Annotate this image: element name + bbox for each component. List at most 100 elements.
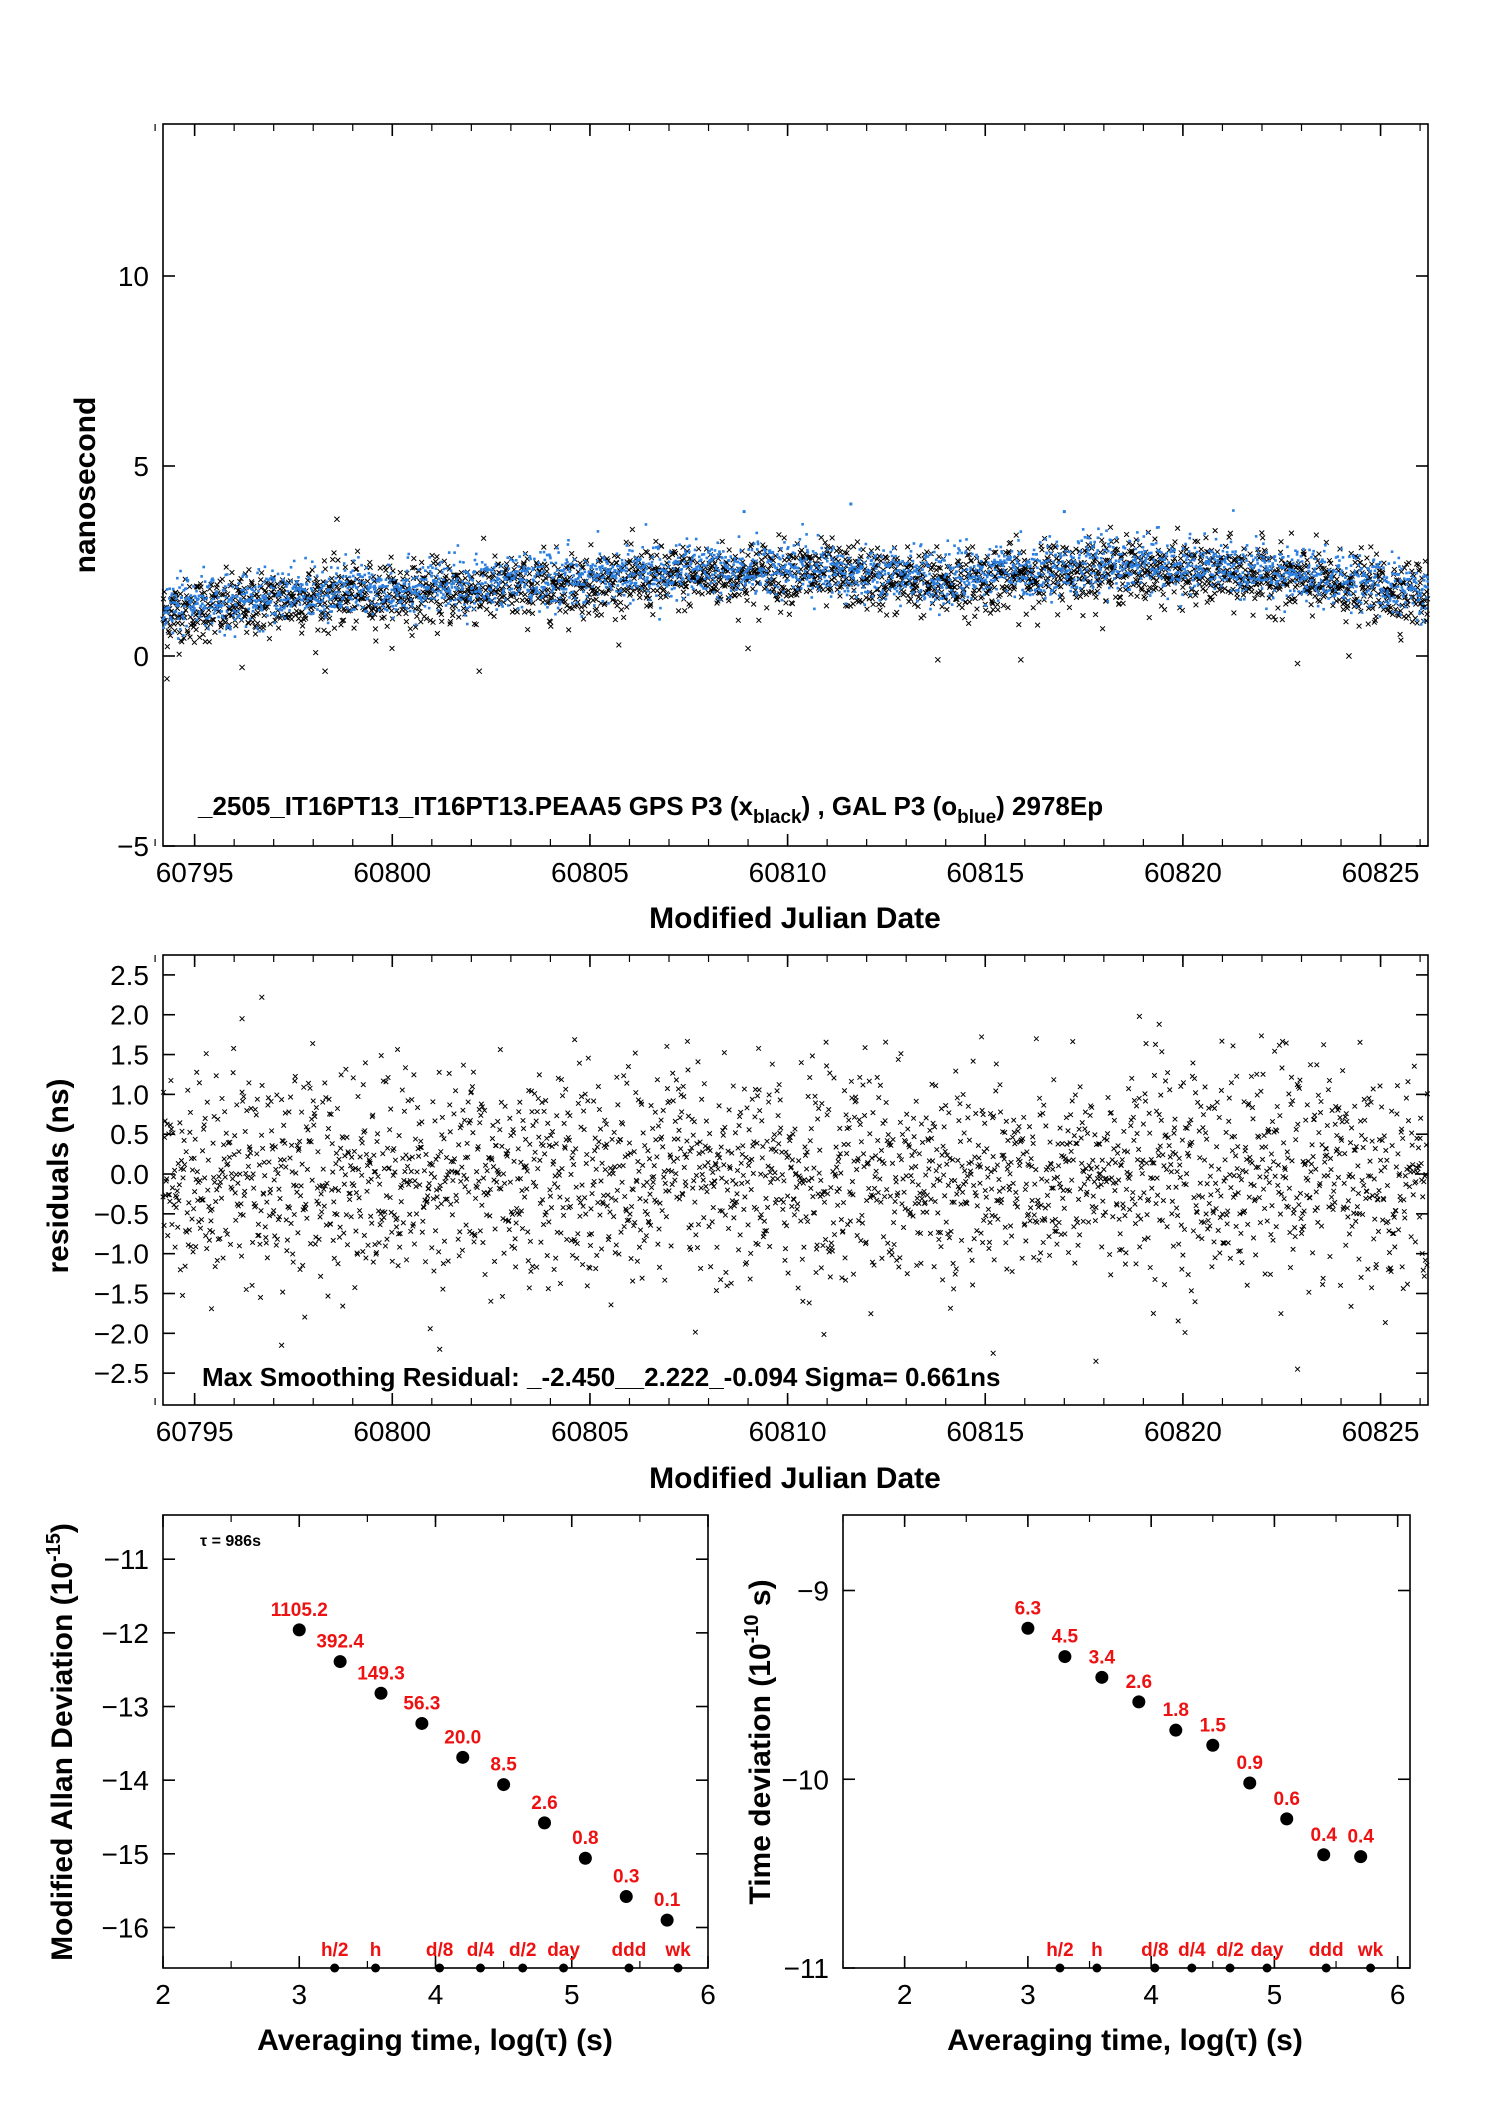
- gal-point: [646, 572, 650, 575]
- gps-point: [638, 552, 645, 559]
- gal-point: [171, 631, 175, 635]
- gal-point: [523, 552, 526, 556]
- gal-point: [442, 567, 446, 571]
- phase-chart: 60795 60800 60805 60810 60815 60820 60825−5051…: [69, 123, 1431, 935]
- gal-point: [329, 566, 333, 569]
- gal-point: [624, 561, 628, 565]
- gal-point: [1032, 558, 1036, 561]
- gal-point: [987, 569, 990, 573]
- gps-point: [1234, 594, 1241, 601]
- gps-point: [179, 621, 185, 627]
- gal-point: [735, 588, 738, 591]
- gps-point: [496, 597, 503, 603]
- gps-point: [455, 614, 462, 620]
- gps-point: [229, 569, 235, 576]
- gal-point: [1037, 587, 1040, 591]
- gal-point: [655, 573, 659, 577]
- gal-point: [323, 612, 327, 616]
- gal-point: [1061, 567, 1065, 570]
- gps-point: [965, 620, 972, 627]
- gal-point: [826, 553, 830, 556]
- gal-point: [469, 595, 473, 599]
- gal-point: [428, 556, 432, 559]
- gal-point: [744, 582, 747, 585]
- gal-point: [207, 627, 210, 631]
- gal-point: [310, 588, 314, 592]
- gal-point: [620, 569, 623, 573]
- gps-point: [447, 618, 454, 625]
- gal-point: [639, 574, 643, 578]
- gps-point: [1006, 591, 1013, 598]
- gal-point: [411, 602, 414, 605]
- gal-point: [810, 575, 814, 579]
- gal-point: [1046, 570, 1050, 574]
- gal-point: [943, 559, 946, 562]
- gps-point: [1174, 525, 1181, 531]
- gal-point: [203, 580, 207, 583]
- gal-point: [982, 593, 986, 597]
- gal-point: [264, 594, 268, 598]
- gal-point: [348, 575, 352, 579]
- gal-point: [1052, 575, 1056, 578]
- gal-point: [506, 556, 510, 560]
- gal-point: [499, 564, 502, 568]
- gal-point: [279, 598, 283, 602]
- gal-point: [713, 580, 716, 583]
- gal-point: [459, 593, 463, 597]
- gal-point: [1038, 541, 1042, 544]
- gal-point: [222, 600, 225, 604]
- gps-point: [588, 541, 594, 548]
- gal-point: [643, 564, 647, 567]
- gal-point: [407, 582, 411, 586]
- gal-point: [490, 583, 494, 587]
- gal-point: [803, 570, 807, 573]
- gps-point: [680, 589, 687, 595]
- gal-point: [244, 599, 248, 603]
- gal-point: [549, 561, 553, 565]
- gps-point: [312, 649, 319, 656]
- gal-point: [532, 566, 535, 570]
- gps-point: [1391, 566, 1398, 573]
- gps-point: [627, 557, 633, 564]
- gal-point: [572, 558, 576, 561]
- gps-point: [726, 547, 732, 553]
- gal-point: [687, 574, 690, 578]
- gal-point: [984, 603, 987, 607]
- gal-point: [336, 566, 340, 570]
- gps-point: [591, 591, 597, 597]
- gal-point: [1004, 571, 1008, 575]
- gal-point: [597, 592, 600, 596]
- gps-point: [1308, 601, 1314, 608]
- gal-point: [995, 545, 998, 548]
- gal-point: [285, 595, 289, 598]
- gps-point: [423, 580, 429, 587]
- gal-point: [727, 567, 731, 571]
- gal-point: [218, 630, 222, 633]
- gal-point: [916, 599, 919, 603]
- gal-point: [568, 570, 572, 574]
- gal-point: [181, 614, 185, 618]
- gal-point: [933, 550, 936, 554]
- gal-point: [670, 587, 674, 591]
- gal-point: [228, 625, 232, 629]
- gal-point: [680, 568, 684, 571]
- gps-point: [758, 557, 765, 563]
- gal-point: [421, 578, 425, 581]
- gps-point: [351, 625, 357, 631]
- gal-point: [875, 586, 878, 590]
- gal-point: [1043, 597, 1047, 600]
- gal-point: [981, 565, 984, 569]
- gal-point: [495, 608, 499, 611]
- gal-point: [179, 569, 182, 573]
- gps-point: [514, 609, 520, 615]
- gal-point: [646, 576, 649, 579]
- gal-point: [602, 558, 606, 561]
- gal-point: [377, 608, 381, 612]
- gps-point: [906, 598, 912, 605]
- gps-point: [267, 595, 274, 601]
- gps-point: [870, 601, 876, 608]
- gal-point: [979, 559, 983, 563]
- gal-point: [839, 554, 843, 558]
- gal-point: [313, 565, 317, 568]
- gal-point: [927, 591, 931, 594]
